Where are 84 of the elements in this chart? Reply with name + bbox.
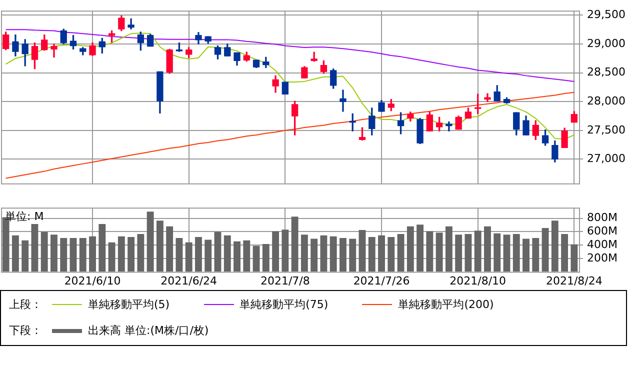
bar	[368, 237, 376, 272]
legend-label: 単純移動平均(200)	[398, 297, 494, 312]
bar	[176, 238, 183, 272]
y-tick-label: 600M	[587, 224, 618, 238]
y-tick-label: 27,000	[587, 152, 626, 166]
bar	[455, 234, 462, 272]
bar	[522, 238, 530, 272]
bar	[137, 234, 144, 272]
bar	[291, 216, 298, 272]
bar	[195, 237, 202, 272]
bar	[349, 238, 356, 272]
bar	[108, 242, 116, 272]
y-tick-label: 200M	[587, 251, 618, 264]
bar	[570, 244, 578, 272]
bar	[40, 232, 48, 272]
bar	[416, 224, 424, 272]
bar	[185, 242, 192, 272]
bar	[532, 238, 540, 272]
x-tick-label: 2021/8/24	[546, 274, 602, 288]
bar	[378, 235, 385, 272]
bar	[118, 236, 125, 272]
annotation: 単位: M	[5, 210, 44, 223]
bar	[388, 237, 395, 272]
bar	[214, 232, 222, 272]
legend-label: 単純移動平均(75)	[240, 297, 328, 312]
legend-title: 上段：	[9, 297, 42, 312]
bar	[320, 235, 328, 272]
legend-title: 下段：	[9, 323, 42, 338]
bar	[358, 230, 366, 272]
y-tick-label: 800M	[587, 211, 618, 224]
bar	[330, 236, 337, 272]
bar	[234, 241, 240, 272]
bar	[300, 234, 308, 272]
y-tick-label: 29,500	[587, 8, 626, 22]
bar	[436, 232, 443, 272]
bar	[146, 212, 154, 272]
bar	[79, 238, 86, 272]
y-tick-label: 400M	[587, 238, 618, 251]
bar	[551, 220, 558, 272]
bar	[262, 244, 270, 272]
bar	[397, 234, 404, 272]
x-tick-label: 2021/7/8	[260, 274, 310, 288]
y-tick-label: 29,000	[587, 36, 626, 50]
legend-label: 出来高 単位:(M株/口/枚)	[88, 323, 209, 338]
bar	[70, 238, 77, 272]
bar	[204, 240, 212, 272]
y-tick-label: 27,500	[587, 123, 626, 136]
bar	[166, 226, 174, 272]
bar	[282, 230, 289, 272]
x-tick-label: 2021/8/10	[450, 274, 506, 288]
y-tick-label: 28,500	[587, 66, 626, 79]
bar	[156, 220, 164, 272]
bar	[426, 231, 434, 272]
x-tick-label: 2021/6/24	[160, 274, 218, 288]
bar	[50, 234, 58, 272]
bar	[243, 240, 250, 272]
bar	[484, 226, 491, 272]
bar	[12, 235, 19, 272]
bar	[98, 224, 106, 272]
bar	[252, 246, 260, 272]
bar	[310, 238, 318, 272]
bar	[406, 226, 414, 272]
x-tick-label: 2021/6/10	[64, 274, 121, 288]
bar	[60, 238, 68, 272]
bar	[224, 235, 231, 272]
bar	[494, 233, 501, 272]
x-tick-label: 2021/7/26	[353, 274, 410, 288]
bar	[445, 226, 452, 272]
bar	[512, 234, 520, 272]
bar	[464, 234, 472, 272]
bar	[22, 240, 29, 272]
candlestick	[282, 82, 289, 94]
bar	[561, 234, 568, 272]
legend-label: 単純移動平均(5)	[88, 297, 170, 312]
bar	[31, 224, 38, 272]
candlestick	[474, 94, 482, 114]
bar	[542, 228, 549, 272]
bar	[340, 238, 346, 272]
bar	[89, 236, 96, 272]
y-tick-label: 28,000	[587, 94, 626, 108]
bar	[503, 234, 510, 272]
bar	[272, 231, 280, 272]
bar	[474, 230, 482, 272]
bar	[128, 237, 135, 272]
